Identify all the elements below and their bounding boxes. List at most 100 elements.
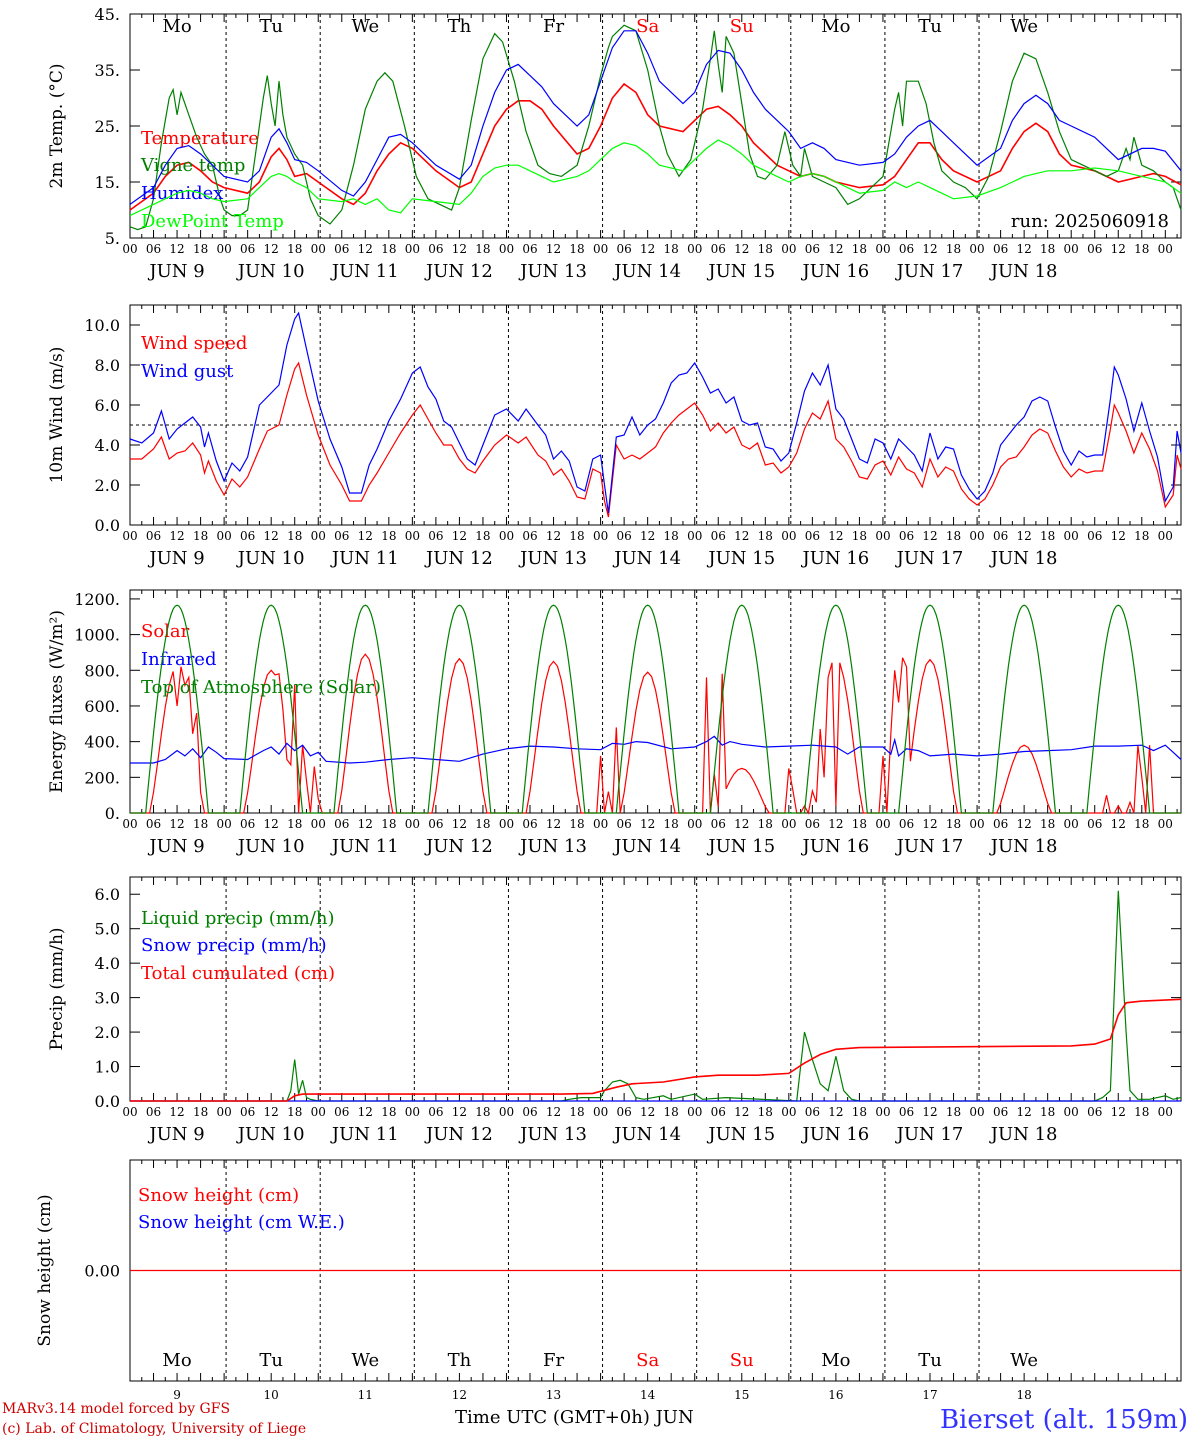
panel-3: 0. 200. 400. 600. 800. 1000. 1200. Energy fluxe…: [47, 589, 1182, 857]
y-tick-label: 4.0: [95, 436, 120, 455]
hour-tick-label: 00: [1064, 529, 1079, 543]
y-tick-label: 6.0: [95, 885, 120, 904]
hour-tick-label: 06: [522, 817, 537, 831]
hour-tick-label: 06: [616, 529, 631, 543]
series-vigne-temp: [129, 24, 1182, 231]
hour-tick-label: 18: [758, 242, 773, 256]
day-number-label: 9: [173, 1388, 181, 1402]
hour-tick-label: 00: [216, 817, 231, 831]
weekday-label: Tu: [918, 1350, 942, 1371]
series-top-of-atmosphere-solar-: [130, 604, 1181, 814]
y-axis-label: Precip (mm/h): [47, 927, 67, 1050]
date-label: JUN 17: [895, 1124, 964, 1145]
hour-tick-label: 06: [428, 242, 443, 256]
hour-tick-label: 18: [193, 529, 208, 543]
hour-tick-label: 12: [264, 1105, 279, 1119]
series-solar: [130, 653, 1181, 815]
hour-tick-label: 12: [828, 1105, 843, 1119]
panel-1: 5. 15. 25. 35. 45. 2m Temp. (°C) Temperature Vi…: [47, 5, 1182, 282]
date-label: JUN 18: [989, 261, 1058, 282]
series-wind-speed: [130, 361, 1182, 518]
y-tick-label: 1.0: [95, 1058, 120, 1077]
hour-tick-label: 12: [1111, 242, 1126, 256]
hour-tick-label: 18: [569, 1105, 584, 1119]
hour-tick-label: 06: [805, 242, 820, 256]
hour-tick-label: 00: [1064, 1105, 1079, 1119]
hour-tick-label: 18: [1134, 529, 1149, 543]
hour-tick-label: 00: [405, 242, 420, 256]
date-label: JUN 12: [424, 261, 493, 282]
hour-tick-label: 00: [969, 529, 984, 543]
y-tick-label: 15.: [95, 173, 120, 192]
y-axis-label: Snow height (cm): [35, 1194, 55, 1346]
weekday-label: Su: [730, 1350, 754, 1371]
day-number-label: 15: [734, 1388, 749, 1402]
series-temperature: [129, 82, 1182, 211]
hour-tick-label: 00: [969, 1105, 984, 1119]
hour-tick-label: 06: [616, 242, 631, 256]
series-wind-gust: [129, 311, 1182, 514]
weekday-label: Tu: [918, 16, 942, 37]
y-tick-label: 0.0: [95, 1092, 120, 1111]
panel-4: 0.0 1.0 2.0 3.0 4.0 5.0 6.0 Precip (mm/h) Liquid…: [47, 876, 1182, 1145]
legend-entry: DewPoint Temp: [141, 211, 284, 232]
y-tick-label: 8.0: [95, 356, 120, 375]
weekday-label: Mo: [821, 16, 850, 37]
legend-entry: Wind speed: [141, 333, 247, 354]
day-number-label: 18: [1016, 1388, 1031, 1402]
y-tick-label: 400.: [84, 733, 120, 752]
legend-entry: Top of Atmosphere (Solar): [141, 677, 381, 698]
hour-tick-label: 00: [216, 1105, 231, 1119]
date-label: JUN 10: [236, 836, 305, 857]
hour-tick-label: 00: [875, 242, 890, 256]
hour-tick-label: 06: [711, 529, 726, 543]
hour-tick-label: 00: [216, 529, 231, 543]
series-dewpoint-temp: [129, 139, 1182, 217]
weekday-label: We: [1010, 16, 1038, 37]
hour-tick-label: 00: [311, 529, 326, 543]
hour-tick-label: 12: [358, 529, 373, 543]
y-axis-label: Energy fluxes (W/m²): [47, 610, 67, 793]
weekday-label: We: [351, 16, 379, 37]
hour-tick-label: 18: [852, 817, 867, 831]
weekday-label: We: [1010, 1350, 1038, 1371]
hour-tick-label: 06: [1087, 817, 1102, 831]
panel-2: 0.0 2.0 4.0 6.0 8.0 10.0 10m Wind (m/s) Wind sp…: [47, 304, 1182, 569]
hour-tick-label: 00: [593, 242, 608, 256]
hour-tick-label: 18: [1134, 1105, 1149, 1119]
legend-entry: Liquid precip (mm/h): [141, 908, 335, 929]
station-label: Bierset (alt. 159m): [940, 1405, 1188, 1435]
day-number-label: 12: [452, 1388, 467, 1402]
hour-tick-label: 12: [922, 817, 937, 831]
date-label: JUN 12: [424, 1124, 493, 1145]
hour-tick-label: 06: [334, 242, 349, 256]
weekday-label: Sa: [636, 16, 659, 37]
day-number-label: 11: [358, 1388, 373, 1402]
hour-tick-label: 12: [452, 529, 467, 543]
hour-tick-label: 06: [240, 817, 255, 831]
hour-tick-label: 06: [899, 1105, 914, 1119]
hour-tick-label: 00: [1064, 242, 1079, 256]
plot-frame: [129, 13, 1182, 239]
hour-tick-label: 12: [358, 1105, 373, 1119]
hour-tick-label: 00: [499, 817, 514, 831]
hour-tick-label: 00: [875, 817, 890, 831]
y-axis-label: 10m Wind (m/s): [47, 347, 67, 484]
hour-tick-label: 18: [1040, 529, 1055, 543]
date-label: JUN 13: [518, 836, 587, 857]
hour-tick-label: 12: [169, 817, 184, 831]
hour-tick-label: 06: [993, 1105, 1008, 1119]
y-tick-label: 1000.: [74, 626, 120, 645]
hour-tick-label: 18: [852, 529, 867, 543]
hour-tick-label: 06: [616, 1105, 631, 1119]
hour-tick-label: 12: [1111, 529, 1126, 543]
hour-tick-label: 12: [546, 817, 561, 831]
date-label: JUN 11: [330, 836, 399, 857]
weekday-label: Th: [448, 16, 472, 37]
hour-tick-label: 12: [734, 529, 749, 543]
date-label: JUN 14: [612, 548, 681, 569]
y-tick-label: 10.0: [84, 316, 120, 335]
legend-entry: Total cumulated (cm): [141, 963, 335, 984]
hour-tick-label: 12: [358, 817, 373, 831]
y-tick-label: 200.: [84, 768, 120, 787]
